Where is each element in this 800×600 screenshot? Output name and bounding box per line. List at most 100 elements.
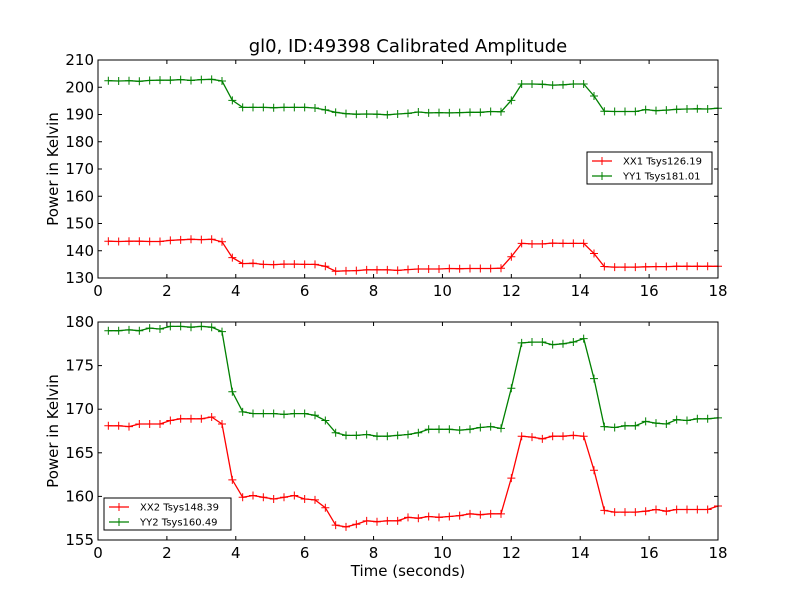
data-point bbox=[693, 414, 702, 423]
data-point bbox=[569, 239, 578, 248]
data-point bbox=[290, 409, 299, 418]
data-point bbox=[486, 107, 495, 116]
data-point bbox=[104, 237, 113, 246]
data-point bbox=[238, 407, 247, 416]
data-point bbox=[228, 387, 237, 396]
data-point bbox=[569, 338, 578, 347]
data-point bbox=[662, 507, 671, 516]
data-point bbox=[445, 512, 454, 521]
x-tick-label: 12 bbox=[502, 282, 521, 300]
data-point bbox=[321, 416, 330, 425]
data-point bbox=[424, 425, 433, 434]
y-tick-label: 210 bbox=[65, 51, 94, 69]
data-point bbox=[269, 409, 278, 418]
data-point bbox=[631, 107, 640, 116]
data-point bbox=[311, 103, 319, 112]
data-point bbox=[652, 419, 660, 428]
data-point bbox=[135, 77, 144, 86]
data-point bbox=[517, 239, 526, 248]
legend-marker bbox=[115, 503, 123, 511]
data-point bbox=[631, 263, 640, 272]
data-point bbox=[259, 409, 268, 418]
data-point bbox=[610, 263, 619, 272]
data-point bbox=[683, 105, 691, 114]
data-point bbox=[569, 431, 578, 440]
data-point bbox=[238, 103, 247, 112]
data-point bbox=[455, 264, 464, 273]
data-point bbox=[693, 104, 702, 113]
y-tick-label: 170 bbox=[65, 160, 94, 178]
data-point bbox=[166, 416, 175, 425]
data-point bbox=[579, 334, 588, 343]
data-point bbox=[280, 103, 288, 112]
legend-box bbox=[586, 151, 713, 185]
data-point bbox=[383, 516, 392, 525]
x-tick-label: 14 bbox=[571, 544, 590, 562]
data-point bbox=[311, 411, 319, 420]
data-point bbox=[383, 432, 392, 441]
data-point bbox=[125, 237, 133, 246]
data-point bbox=[672, 505, 681, 514]
data-point bbox=[476, 510, 485, 519]
data-point bbox=[114, 76, 123, 85]
x-tick-label: 8 bbox=[369, 282, 379, 300]
legend-marker bbox=[598, 172, 606, 180]
x-tick-label: 6 bbox=[300, 544, 310, 562]
data-point bbox=[528, 338, 536, 347]
legend-label: XX1 Tsys126.19 bbox=[623, 157, 702, 168]
data-point bbox=[404, 513, 412, 522]
data-point bbox=[672, 105, 681, 114]
data-point bbox=[300, 495, 309, 504]
data-point bbox=[641, 507, 650, 516]
data-point bbox=[621, 508, 629, 517]
data-point bbox=[517, 338, 526, 347]
data-point bbox=[156, 420, 164, 429]
data-point bbox=[238, 493, 247, 502]
data-point bbox=[187, 76, 195, 85]
data-point bbox=[548, 432, 557, 441]
data-point bbox=[538, 338, 547, 347]
data-point bbox=[497, 107, 505, 116]
data-point bbox=[166, 76, 175, 85]
data-point bbox=[362, 430, 371, 439]
data-point bbox=[652, 262, 660, 271]
data-point bbox=[662, 420, 671, 429]
data-point bbox=[125, 76, 133, 85]
data-point bbox=[197, 414, 206, 423]
data-point bbox=[269, 260, 278, 269]
data-point bbox=[352, 110, 361, 119]
data-point bbox=[507, 252, 516, 261]
data-point bbox=[435, 265, 443, 274]
x-tick-label: 4 bbox=[231, 282, 241, 300]
data-point bbox=[259, 260, 268, 269]
data-point bbox=[579, 239, 588, 248]
y-tick-label: 160 bbox=[65, 487, 94, 505]
data-point bbox=[249, 103, 257, 112]
data-point bbox=[321, 503, 330, 512]
data-point bbox=[207, 235, 216, 244]
data-point bbox=[528, 433, 536, 442]
data-point bbox=[280, 410, 288, 419]
data-point bbox=[424, 108, 433, 117]
x-axis-title: Time (seconds) bbox=[350, 562, 466, 580]
data-point bbox=[352, 266, 361, 275]
data-point bbox=[631, 508, 640, 517]
data-point bbox=[373, 265, 381, 274]
data-point bbox=[342, 109, 350, 118]
data-point bbox=[404, 430, 412, 439]
data-point bbox=[517, 79, 526, 88]
data-point bbox=[145, 76, 154, 85]
data-point bbox=[476, 423, 485, 432]
data-point bbox=[259, 103, 268, 112]
data-point bbox=[145, 324, 154, 333]
data-point bbox=[590, 374, 598, 383]
data-point bbox=[652, 505, 660, 514]
data-point bbox=[662, 106, 671, 115]
data-point bbox=[311, 495, 319, 504]
y-tick-label: 155 bbox=[65, 531, 94, 549]
data-point bbox=[445, 425, 454, 434]
data-point bbox=[600, 107, 609, 116]
data-point bbox=[683, 262, 691, 271]
data-point bbox=[259, 493, 268, 502]
data-point bbox=[507, 474, 516, 483]
